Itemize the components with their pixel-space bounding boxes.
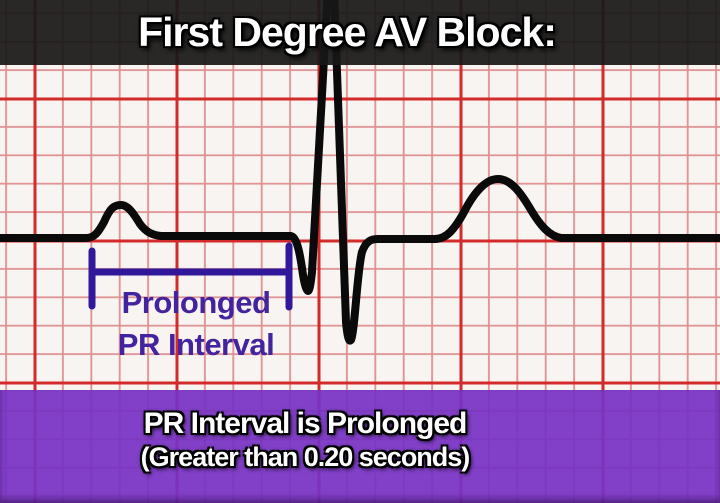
caption-line1: PR Interval is Prolonged <box>143 407 468 440</box>
slide-title: First Degree AV Block: <box>138 9 557 55</box>
pr-interval-label-line1: Prolonged <box>121 285 271 320</box>
ecg-trace <box>0 0 720 345</box>
title-bar: First Degree AV Block: <box>0 0 720 65</box>
caption-bar <box>0 390 720 503</box>
pr-interval-label-line2: PR Interval <box>117 327 275 362</box>
pr-interval-bracket <box>88 242 293 311</box>
caption-text: PR Interval is Prolonged (Greater than 0… <box>0 406 610 473</box>
caption-line2: (Greater than 0.20 seconds) <box>140 442 471 472</box>
pr-interval-label: Prolonged PR Interval <box>96 282 296 366</box>
